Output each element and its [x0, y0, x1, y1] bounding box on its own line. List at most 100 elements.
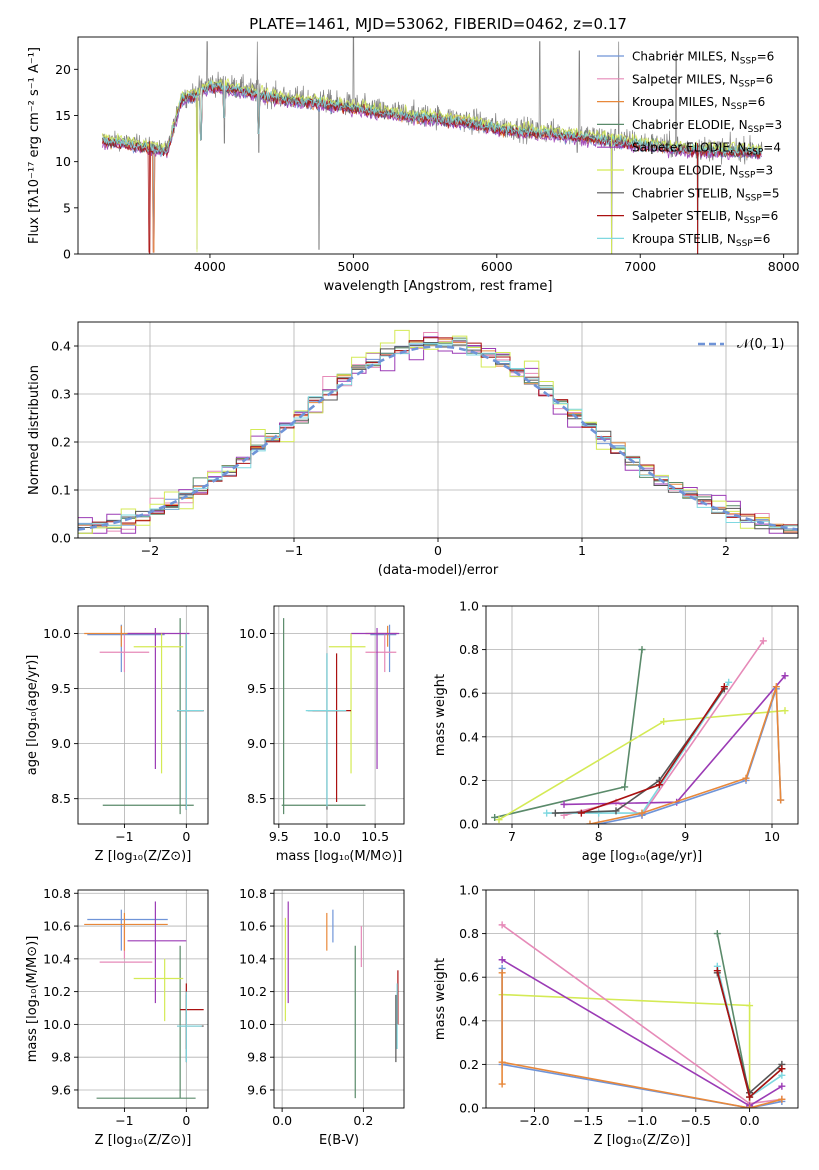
axes-frame [273, 605, 405, 825]
axes-frame [77, 605, 209, 825]
legend-label: Kroupa ELODIE, NSSP=3 [632, 164, 773, 181]
y-axis-label: Flux [fλ10⁻¹⁷ erg cm⁻² s⁻¹ A⁻¹] [27, 47, 42, 244]
legend-label-text: Chabrier MILES, N [632, 50, 740, 64]
y-tick-label: 0.2 [459, 1057, 479, 1072]
grid-mass_vs_Z [78, 890, 208, 1108]
y-axis-label: mass [log₁₀(M/M⊙)] [25, 936, 40, 1063]
y-tick-label: 0.8 [459, 926, 479, 941]
weight-point-marker [772, 683, 780, 691]
y-tick-label: 10.0 [43, 626, 71, 641]
plot-area-age_vs_mass [281, 618, 400, 815]
weight-point-marker [746, 1104, 754, 1108]
weight-point-marker [778, 1065, 786, 1073]
legend-subscript: SSP [736, 239, 753, 249]
weight-point-marker [660, 718, 668, 726]
axes-mass_vs_Z: −1 0 9.6 9.8 10.0 10.2 10.4 10.6 10.8 Z [log₁₀(Z/… [25, 886, 209, 1148]
legend-label: Chabrier ELODIE, NSSP=3 [632, 118, 782, 135]
legend-subscript: SSP [731, 102, 748, 112]
x-tick-label: 0 [434, 543, 442, 558]
y-tick-label: 0.2 [51, 435, 71, 450]
y-tick-label: 10.6 [239, 919, 267, 934]
y-tick-label: 9.6 [51, 1082, 71, 1097]
y-tick-label: 8.5 [247, 791, 267, 806]
x-tick-label: 5000 [337, 259, 369, 274]
x-axis-label: (data-model)/error [378, 563, 499, 578]
y-tick-label: 9.8 [247, 1050, 267, 1065]
x-tick-label: 0.0 [740, 1113, 760, 1128]
legend-subscript: SSP [745, 193, 762, 203]
y-tick-label: 10.4 [43, 951, 71, 966]
y-tick-label: 10.8 [239, 886, 267, 901]
plot-area-spectrum [102, 37, 763, 254]
axes-histogram: 𝒩(0, 1) −2 −1 0 1 2 0.0 0.1 0.2 0.3 0.4 (data-model… [27, 321, 799, 578]
y-tick-label: 5 [63, 200, 71, 215]
y-tick-label: 9.6 [247, 1082, 267, 1097]
x-tick-label: −1.0 [627, 1113, 657, 1128]
y-tick-label: 8.5 [51, 791, 71, 806]
x-tick-label: −2.0 [519, 1113, 549, 1128]
x-tick-label: −2 [141, 543, 159, 558]
grid-mass_vs_ebv [274, 890, 404, 1108]
x-axis-label: Z [log₁₀(Z/Z⊙)] [95, 849, 192, 864]
plot-area-mass_vs_ebv [284, 901, 399, 1099]
weight-point-marker [495, 816, 503, 824]
plot-area-mass_vs_Z [84, 901, 204, 1099]
legend-label-text: Salpeter MILES, N [632, 72, 739, 86]
y-axis-label: Normed distribution [27, 365, 42, 495]
weight-point-marker [778, 1095, 786, 1103]
x-tick-label: 0.2 [353, 1113, 373, 1128]
legend-label: Chabrier MILES, NSSP=6 [632, 50, 774, 67]
axes-weight_vs_age: 7 8 9 10 0.0 0.2 0.4 0.6 0.8 1.0 age [log₁₀(age/yr… [433, 599, 799, 864]
weight-point-marker [746, 1093, 754, 1101]
grid-age_vs_Z [78, 606, 208, 824]
y-tick-label: 0.0 [459, 817, 479, 832]
legend-tail: =3 [755, 164, 773, 178]
y-tick-label: 10.4 [239, 951, 267, 966]
weight-point-marker [777, 796, 785, 804]
y-axis-label: mass weight [433, 958, 448, 1040]
axes-frame [77, 36, 799, 255]
y-tick-label: 10 [55, 154, 71, 169]
x-tick-label: 2 [722, 543, 730, 558]
weight-point-marker [759, 637, 767, 645]
weight-point-marker [655, 781, 663, 789]
y-tick-label: 9.8 [51, 1050, 71, 1065]
weight-point-marker [586, 820, 594, 824]
weight-point-marker [560, 800, 568, 808]
y-tick-label: 0.0 [51, 531, 71, 546]
x-tick-label: 8 [595, 829, 603, 844]
axes-frame [273, 889, 405, 1109]
x-axis-label: Z [log₁₀(Z/Z⊙)] [594, 1133, 691, 1148]
y-tick-label: 20 [55, 62, 71, 77]
x-tick-label: 7 [508, 829, 516, 844]
plot-area-histogram [78, 329, 798, 534]
legend-subscript: SSP [744, 216, 761, 226]
legend-label-text: Salpeter ELODIE, N [632, 141, 746, 155]
x-axis-label: mass [log₁₀(M/M⊙)] [276, 849, 403, 864]
weight-point-marker [638, 809, 646, 817]
histogram-legend: 𝒩(0, 1) [698, 337, 784, 352]
x-tick-label: −1 [285, 543, 303, 558]
x-axis-label: age [log₁₀(age/yr)] [582, 849, 703, 864]
y-tick-label: 10.0 [239, 1017, 267, 1032]
y-tick-label: 9.0 [51, 736, 71, 751]
x-tick-label: −1 [115, 1113, 133, 1128]
y-axis-label: mass weight [433, 674, 448, 756]
weight-point-marker [713, 930, 721, 938]
legend-subscript: SSP [739, 171, 756, 181]
weight-point-marker [720, 683, 728, 691]
x-tick-label: 10.0 [313, 829, 341, 844]
axes-mass_vs_ebv: 0.0 0.2 9.6 9.8 10.0 10.2 10.4 10.6 10.8 E(B-V) [239, 886, 405, 1148]
legend-label-text: Kroupa ELODIE, N [632, 164, 739, 178]
x-axis-label: E(B-V) [319, 1133, 359, 1148]
weight-point-marker [498, 1058, 506, 1066]
y-tick-label: 0.0 [459, 1101, 479, 1116]
legend-label-text: Chabrier ELODIE, N [632, 118, 748, 132]
legend-label: Salpeter MILES, NSSP=6 [632, 72, 773, 89]
axes-frame [485, 605, 799, 825]
legend-subscript: SSP [739, 79, 756, 89]
legend-tail: =6 [761, 209, 779, 223]
weight-point-marker [781, 672, 789, 680]
